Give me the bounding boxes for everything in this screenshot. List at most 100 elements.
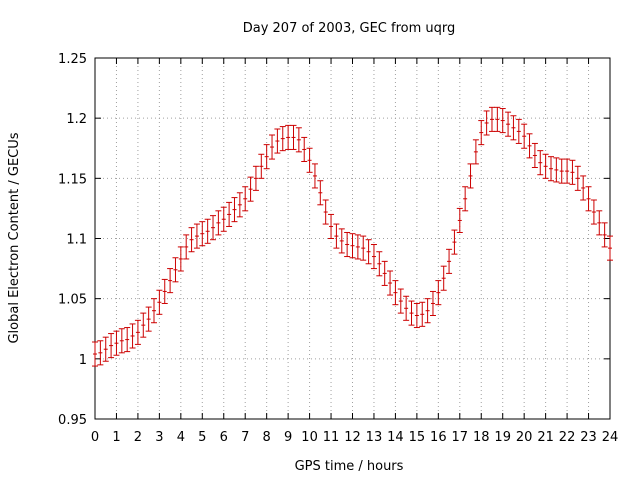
- data-point: [574, 165, 581, 191]
- data-point: [564, 158, 571, 184]
- x-tick-label: 7: [241, 430, 249, 445]
- data-point: [129, 323, 136, 349]
- data-point: [478, 120, 485, 146]
- data-point: [279, 126, 286, 152]
- x-tick-label: 12: [344, 430, 361, 445]
- data-point: [226, 201, 233, 227]
- data-point: [338, 228, 345, 254]
- data-point: [499, 108, 506, 134]
- y-tick-label: 1: [79, 353, 87, 368]
- x-tick-label: 5: [198, 430, 206, 445]
- grid: [95, 58, 610, 419]
- data-point: [151, 298, 158, 324]
- data-point: [488, 106, 495, 132]
- data-point: [134, 319, 141, 345]
- data-point: [456, 207, 463, 233]
- data-points: [92, 106, 613, 367]
- data-point: [413, 302, 420, 329]
- data-point: [542, 153, 549, 179]
- data-point: [397, 288, 404, 314]
- data-point: [247, 176, 254, 202]
- data-point: [242, 186, 249, 212]
- data-point: [408, 300, 415, 326]
- x-tick-label: 13: [366, 430, 383, 445]
- data-point: [601, 222, 608, 248]
- x-tick-label: 21: [537, 430, 554, 445]
- data-point: [215, 210, 222, 236]
- data-point: [306, 147, 313, 173]
- data-point: [124, 327, 131, 353]
- y-tick-label: 1.15: [58, 172, 87, 187]
- data-point: [258, 153, 265, 179]
- data-point: [344, 231, 351, 258]
- data-point: [193, 223, 200, 249]
- data-point: [108, 333, 115, 359]
- x-tick-label: 1: [112, 430, 120, 445]
- data-point: [419, 301, 426, 327]
- data-point: [156, 289, 163, 315]
- data-point: [183, 234, 190, 260]
- y-tick-label: 1.05: [58, 293, 87, 308]
- x-tick-label: 23: [580, 430, 597, 445]
- data-point: [349, 233, 356, 259]
- data-point: [102, 336, 109, 362]
- data-point: [118, 328, 125, 354]
- data-point: [467, 163, 474, 189]
- data-point: [210, 215, 217, 241]
- data-point: [590, 199, 597, 225]
- data-point: [403, 295, 410, 321]
- data-point: [558, 158, 565, 184]
- data-point: [381, 260, 388, 286]
- data-point: [199, 221, 206, 247]
- data-point: [172, 257, 179, 283]
- data-point: [177, 246, 184, 272]
- data-point: [365, 239, 372, 265]
- data-point: [92, 341, 98, 367]
- y-tick-label: 0.95: [58, 413, 87, 428]
- x-tick-label: 2: [134, 430, 142, 445]
- data-point: [231, 197, 238, 223]
- x-tick-label: 18: [473, 430, 490, 445]
- data-point: [435, 280, 442, 306]
- x-tick-label: 14: [387, 430, 404, 445]
- data-point: [446, 248, 453, 274]
- data-point: [236, 192, 243, 218]
- chart-title: Day 207 of 2003, GEC from uqrg: [243, 21, 456, 36]
- data-point: [585, 186, 592, 212]
- x-tick-label: 8: [263, 430, 271, 445]
- data-point: [328, 213, 335, 239]
- data-point: [472, 139, 479, 165]
- data-point: [252, 165, 259, 191]
- data-point: [188, 227, 195, 253]
- data-point: [333, 223, 340, 249]
- data-point: [515, 118, 522, 144]
- data-point: [311, 163, 318, 189]
- data-point: [451, 229, 458, 255]
- x-tick-label: 0: [91, 430, 99, 445]
- data-point: [376, 251, 383, 277]
- data-point: [607, 235, 613, 261]
- data-point: [440, 265, 447, 291]
- data-point: [140, 312, 147, 338]
- data-point: [424, 298, 431, 324]
- data-point: [204, 218, 211, 244]
- data-point: [274, 128, 281, 154]
- data-point: [553, 157, 560, 183]
- axis-ticks: 0 1 2 3 4 5 6 7 8 9 10 11 12 13 14 15 16 17 18 19 20 21 22 23 24…: [58, 52, 618, 445]
- data-point: [161, 278, 168, 304]
- x-tick-label: 16: [430, 430, 447, 445]
- x-tick-label: 4: [177, 430, 185, 445]
- data-point: [531, 142, 538, 169]
- data-point: [370, 244, 377, 270]
- data-point: [360, 235, 367, 261]
- data-point: [526, 133, 533, 159]
- data-point: [220, 206, 227, 232]
- y-tick-label: 1.1: [66, 233, 87, 248]
- data-point: [295, 127, 302, 153]
- data-point: [322, 199, 329, 225]
- x-tick-label: 10: [301, 430, 318, 445]
- y-tick-label: 1.25: [58, 52, 87, 67]
- data-point: [167, 268, 174, 294]
- data-point: [145, 306, 152, 332]
